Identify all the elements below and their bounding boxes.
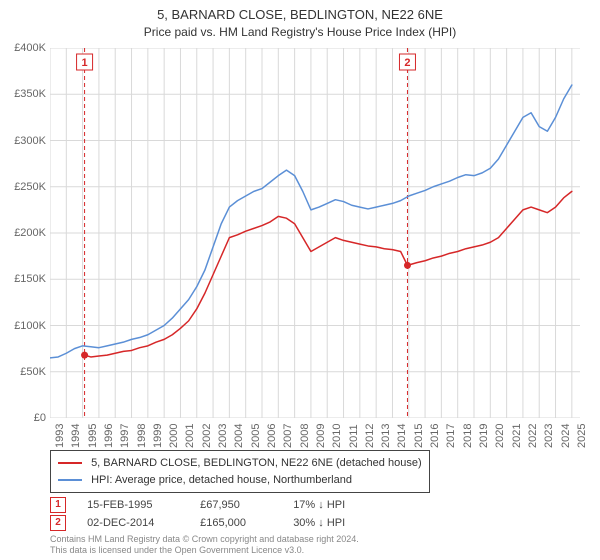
x-tick-label: 2011 <box>348 424 360 448</box>
x-tick-label: 2002 <box>201 424 213 448</box>
footer-line-2: This data is licensed under the Open Gov… <box>50 545 359 556</box>
x-tick-label: 2024 <box>560 424 572 448</box>
chart-container: 5, BARNARD CLOSE, BEDLINGTON, NE22 6NE P… <box>0 0 600 560</box>
legend-swatch-property <box>58 462 82 464</box>
x-tick-label: 2005 <box>250 424 262 448</box>
sale-date-2: 02-DEC-2014 <box>87 514 197 532</box>
x-tick-label: 1996 <box>103 424 115 448</box>
x-tick-label: 2003 <box>217 424 229 448</box>
x-tick-label: 2004 <box>233 424 245 448</box>
x-tick-label: 2018 <box>462 424 474 448</box>
legend-row-property: 5, BARNARD CLOSE, BEDLINGTON, NE22 6NE (… <box>58 455 422 472</box>
chart-subtitle: Price paid vs. HM Land Registry's House … <box>0 24 600 39</box>
legend-row-hpi: HPI: Average price, detached house, Nort… <box>58 472 422 489</box>
sales-row-2: 2 02-DEC-2014 £165,000 30% ↓ HPI <box>50 514 383 532</box>
x-tick-label: 2012 <box>364 424 376 448</box>
x-tick-label: 1993 <box>54 424 66 448</box>
x-tick-label: 1994 <box>70 424 82 448</box>
x-tick-label: 2015 <box>413 424 425 448</box>
y-tick-label: £100K <box>2 320 46 332</box>
sale-delta-2: 30% ↓ HPI <box>293 514 383 532</box>
x-tick-label: 2014 <box>396 424 408 448</box>
x-tick-label: 2001 <box>184 424 196 448</box>
x-tick-label: 2013 <box>380 424 392 448</box>
sale-marker-badge-2: 2 <box>50 515 66 531</box>
x-tick-label: 2017 <box>445 424 457 448</box>
x-tick-label: 2020 <box>494 424 506 448</box>
x-tick-label: 2016 <box>429 424 441 448</box>
y-tick-label: £200K <box>2 227 46 239</box>
legend-label-property: 5, BARNARD CLOSE, BEDLINGTON, NE22 6NE (… <box>91 457 422 469</box>
sales-table: 1 15-FEB-1995 £67,950 17% ↓ HPI 2 02-DEC… <box>50 496 383 532</box>
attribution-footer: Contains HM Land Registry data © Crown c… <box>50 534 359 556</box>
x-tick-label: 1997 <box>119 424 131 448</box>
sale-date-1: 15-FEB-1995 <box>87 496 197 514</box>
y-tick-label: £0 <box>2 412 46 424</box>
legend-label-hpi: HPI: Average price, detached house, Nort… <box>91 474 352 486</box>
x-tick-label: 2010 <box>331 424 343 448</box>
plot-area: 12 <box>50 48 580 418</box>
sales-row-1: 1 15-FEB-1995 £67,950 17% ↓ HPI <box>50 496 383 514</box>
x-tick-label: 2025 <box>576 424 588 448</box>
sale-price-1: £67,950 <box>200 496 290 514</box>
x-tick-label: 2009 <box>315 424 327 448</box>
y-tick-label: £400K <box>2 42 46 54</box>
x-tick-label: 2006 <box>266 424 278 448</box>
sale-marker-badge-1: 1 <box>50 497 66 513</box>
footer-line-1: Contains HM Land Registry data © Crown c… <box>50 534 359 545</box>
y-tick-label: £350K <box>2 88 46 100</box>
x-tick-label: 1995 <box>87 424 99 448</box>
chart-title: 5, BARNARD CLOSE, BEDLINGTON, NE22 6NE <box>0 0 600 24</box>
x-tick-label: 2021 <box>511 424 523 448</box>
x-tick-label: 1998 <box>136 424 148 448</box>
x-tick-label: 2022 <box>527 424 539 448</box>
sale-delta-1: 17% ↓ HPI <box>293 496 383 514</box>
x-tick-label: 2019 <box>478 424 490 448</box>
x-tick-label: 2000 <box>168 424 180 448</box>
y-tick-label: £300K <box>2 135 46 147</box>
x-tick-label: 2023 <box>543 424 555 448</box>
x-tick-label: 2007 <box>282 424 294 448</box>
svg-text:1: 1 <box>82 57 88 69</box>
legend-swatch-hpi <box>58 479 82 481</box>
y-tick-label: £150K <box>2 273 46 285</box>
x-tick-label: 2008 <box>299 424 311 448</box>
svg-text:2: 2 <box>404 57 410 69</box>
y-tick-label: £250K <box>2 181 46 193</box>
sale-price-2: £165,000 <box>200 514 290 532</box>
y-tick-label: £50K <box>2 366 46 378</box>
x-tick-label: 1999 <box>152 424 164 448</box>
legend: 5, BARNARD CLOSE, BEDLINGTON, NE22 6NE (… <box>50 450 430 493</box>
